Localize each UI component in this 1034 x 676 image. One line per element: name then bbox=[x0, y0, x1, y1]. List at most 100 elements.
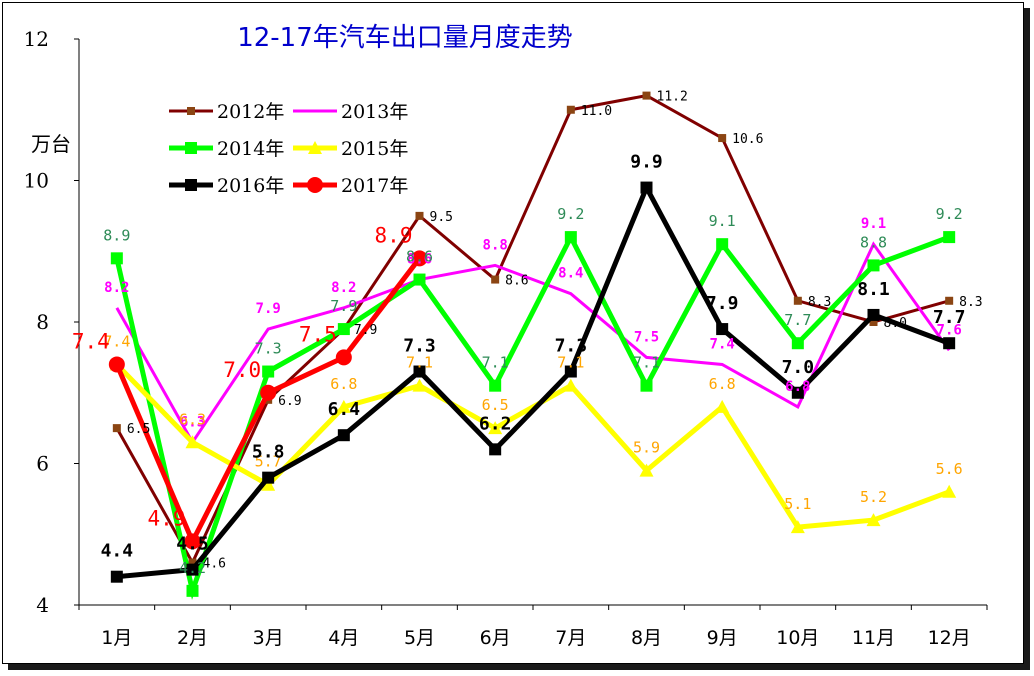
data-point bbox=[869, 318, 878, 326]
data-label: 8.6 bbox=[406, 248, 433, 266]
x-tick-label: 8月 bbox=[631, 627, 662, 649]
data-point bbox=[413, 365, 426, 378]
data-label: 6.3 bbox=[180, 414, 205, 430]
data-label: 7.4 bbox=[72, 329, 110, 353]
data-point bbox=[566, 105, 575, 114]
data-label: 8.0 bbox=[884, 316, 907, 331]
y-tick-label: 6 bbox=[36, 452, 49, 476]
data-label: 4.9 bbox=[148, 506, 186, 530]
data-label: 8.8 bbox=[483, 237, 508, 253]
x-tick-label: 4月 bbox=[328, 627, 359, 649]
data-point bbox=[489, 379, 502, 392]
data-label: 5.6 bbox=[936, 460, 963, 478]
data-point bbox=[716, 323, 729, 336]
data-label: 7.3 bbox=[555, 336, 588, 357]
legend-item: 2015年 bbox=[293, 138, 408, 160]
data-label: 7.1 bbox=[406, 354, 433, 372]
data-point bbox=[640, 181, 653, 194]
legend-swatch-marker bbox=[185, 142, 197, 154]
data-label: 7.7 bbox=[784, 311, 811, 329]
data-label: 11.2 bbox=[657, 90, 688, 105]
y-tick-label: 10 bbox=[24, 169, 49, 193]
data-label: 8.8 bbox=[860, 233, 887, 251]
data-point bbox=[945, 296, 954, 305]
series-1 bbox=[112, 91, 954, 567]
data-point bbox=[112, 424, 121, 433]
data-label: 6.9 bbox=[278, 394, 301, 409]
series-layer bbox=[108, 91, 957, 600]
data-point bbox=[489, 443, 502, 456]
data-point bbox=[188, 558, 197, 567]
x-tick-label: 11月 bbox=[852, 627, 895, 649]
data-point bbox=[260, 384, 277, 401]
data-point bbox=[110, 252, 123, 265]
line-chart: 12-17年汽车出口量月度走势 万台 4 6 8 10 12 1月 2月 3月 4月 5月 6月 7… bbox=[24, 23, 988, 649]
x-tick-label: 9月 bbox=[707, 627, 738, 649]
data-label: 6.5 bbox=[482, 396, 509, 414]
data-point bbox=[564, 365, 577, 378]
data-point bbox=[942, 484, 957, 498]
legend-label: 2015年 bbox=[341, 138, 408, 160]
data-point bbox=[335, 349, 352, 366]
series-line bbox=[116, 181, 951, 580]
data-point bbox=[110, 570, 123, 583]
data-label: 7.5 bbox=[634, 329, 659, 345]
legend-item: 2016年 bbox=[169, 175, 284, 197]
data-label: 9.2 bbox=[936, 205, 963, 223]
data-point bbox=[943, 337, 956, 350]
data-label: 7.0 bbox=[223, 358, 261, 382]
data-point bbox=[336, 399, 351, 413]
data-point bbox=[639, 463, 654, 477]
data-label: 8.3 bbox=[808, 295, 831, 310]
data-label: 6.8 bbox=[785, 379, 810, 395]
data-label: 7.9 bbox=[354, 323, 377, 338]
legend-label: 2016年 bbox=[217, 175, 284, 197]
data-label: 5.1 bbox=[784, 495, 811, 513]
data-label: 9.1 bbox=[709, 212, 736, 230]
data-point bbox=[791, 386, 804, 399]
data-label: 9.2 bbox=[557, 205, 584, 223]
data-point bbox=[867, 259, 880, 272]
x-tick-label: 1月 bbox=[101, 627, 132, 649]
data-label: 7.5 bbox=[299, 322, 337, 346]
data-point bbox=[943, 231, 956, 244]
data-label: 7.3 bbox=[255, 340, 282, 358]
data-label: 6.5 bbox=[127, 422, 150, 437]
data-label: 7.9 bbox=[330, 297, 357, 315]
series-4 bbox=[109, 357, 957, 534]
x-tick-label: 2月 bbox=[177, 627, 208, 649]
data-label: 8.2 bbox=[331, 280, 356, 296]
data-label: 7.4 bbox=[710, 336, 735, 352]
data-point bbox=[718, 134, 727, 143]
data-label: 7.7 bbox=[933, 307, 966, 328]
x-tick-label: 7月 bbox=[555, 627, 586, 649]
series-6 bbox=[108, 250, 428, 550]
data-point bbox=[262, 365, 275, 378]
data-label: 8.1 bbox=[857, 279, 890, 300]
data-label: 8.9 bbox=[103, 226, 130, 244]
data-point bbox=[185, 435, 200, 449]
y-tick-label: 4 bbox=[36, 593, 49, 617]
data-label: 9.9 bbox=[630, 152, 663, 173]
data-point bbox=[564, 231, 577, 244]
data-label: 4.5 bbox=[176, 534, 209, 555]
data-label: 11.0 bbox=[581, 104, 612, 119]
data-label: 7.9 bbox=[706, 293, 739, 314]
data-label: 7.3 bbox=[403, 336, 436, 357]
data-point bbox=[261, 477, 276, 491]
legend: 2012年 2013年 2014年 2015年 2016年 2017年 bbox=[169, 101, 408, 197]
data-label: 7.4 bbox=[103, 332, 130, 350]
series-line bbox=[114, 231, 951, 600]
data-label: 8.9 bbox=[375, 223, 413, 247]
data-label: 9.5 bbox=[430, 210, 453, 225]
x-tick-label: 3月 bbox=[253, 627, 284, 649]
data-point bbox=[563, 378, 578, 392]
data-point bbox=[262, 471, 275, 484]
series-5 bbox=[110, 181, 956, 583]
legend-label: 2014年 bbox=[217, 138, 284, 160]
chart-title: 12-17年汽车出口量月度走势 bbox=[237, 23, 573, 53]
data-label: 6.8 bbox=[330, 375, 357, 393]
data-point bbox=[413, 273, 426, 286]
data-point bbox=[790, 520, 805, 534]
y-tick-group: 4 6 8 10 12 bbox=[24, 27, 79, 617]
